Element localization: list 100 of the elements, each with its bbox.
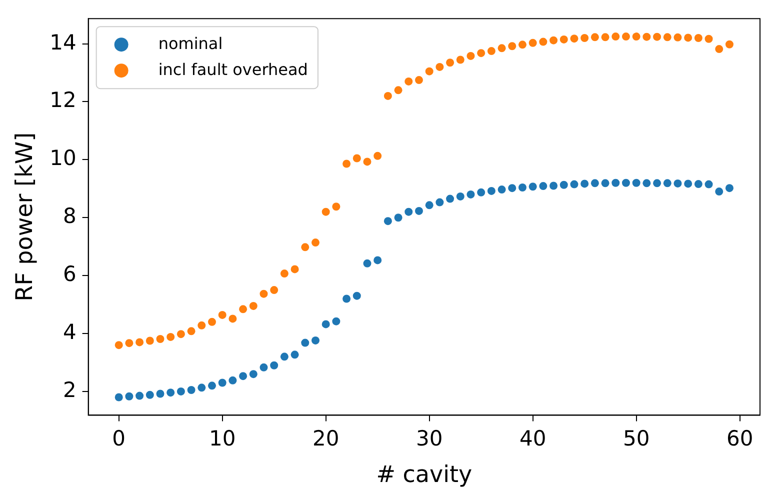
point xyxy=(570,180,578,188)
point xyxy=(176,387,185,396)
y-tick-label: 10 xyxy=(50,146,76,170)
point xyxy=(539,38,548,46)
point xyxy=(404,77,413,86)
point xyxy=(498,44,506,52)
point xyxy=(156,390,164,398)
point xyxy=(550,182,558,190)
point xyxy=(715,188,724,196)
point xyxy=(622,32,630,41)
legend-label: nominal xyxy=(158,34,223,53)
point xyxy=(228,314,237,323)
point xyxy=(352,292,361,300)
point xyxy=(363,259,372,268)
point xyxy=(249,370,258,378)
point xyxy=(580,34,589,42)
point xyxy=(260,290,268,298)
point xyxy=(601,33,610,42)
point xyxy=(198,384,206,392)
point xyxy=(456,192,464,200)
point xyxy=(539,182,548,190)
point xyxy=(715,45,724,54)
point xyxy=(146,390,154,399)
point xyxy=(187,327,196,336)
point xyxy=(725,184,734,192)
point xyxy=(290,265,299,274)
x-axis-title: # cavity xyxy=(376,462,472,488)
point xyxy=(528,38,537,47)
point xyxy=(612,178,620,187)
point xyxy=(114,393,123,402)
point xyxy=(322,208,330,216)
point xyxy=(663,33,672,42)
point xyxy=(632,178,640,187)
point xyxy=(290,350,299,359)
point xyxy=(239,372,248,380)
y-axis-title: RF power [kW] xyxy=(12,132,38,302)
x-tick-label: 20 xyxy=(312,426,340,450)
point xyxy=(156,335,164,344)
point xyxy=(466,52,475,60)
point xyxy=(550,36,558,44)
y-tick-label: 2 xyxy=(62,378,76,402)
point xyxy=(414,76,423,84)
point xyxy=(311,238,320,247)
y-tick-label: 6 xyxy=(62,262,76,286)
point xyxy=(332,317,340,326)
point xyxy=(674,179,682,188)
point xyxy=(590,33,599,42)
point xyxy=(477,188,486,196)
point xyxy=(166,388,175,397)
point xyxy=(436,62,444,71)
point xyxy=(466,190,475,198)
point xyxy=(280,352,288,361)
point xyxy=(560,180,568,189)
point xyxy=(311,336,320,344)
point xyxy=(704,180,713,188)
x-tick-label: 40 xyxy=(519,426,546,450)
point xyxy=(260,363,268,372)
point xyxy=(136,392,144,400)
x-tick-label: 30 xyxy=(416,426,443,450)
point xyxy=(560,35,568,44)
point xyxy=(187,386,196,394)
point xyxy=(270,286,278,294)
point xyxy=(663,179,672,188)
point xyxy=(684,180,692,188)
point xyxy=(198,321,206,330)
point xyxy=(487,186,496,195)
point xyxy=(301,338,310,347)
y-tick-label: 8 xyxy=(62,204,76,228)
point xyxy=(322,320,330,328)
point xyxy=(208,318,216,326)
point xyxy=(270,361,278,370)
point xyxy=(342,294,351,303)
x-tick-label: 50 xyxy=(622,426,650,450)
x-tick-label: 0 xyxy=(112,426,126,450)
point xyxy=(612,32,620,41)
point xyxy=(374,256,382,264)
point xyxy=(590,179,599,188)
point xyxy=(570,34,578,43)
point xyxy=(446,194,454,203)
point xyxy=(498,186,506,194)
point xyxy=(384,217,392,226)
point xyxy=(674,33,682,42)
point xyxy=(518,40,526,49)
point xyxy=(394,86,402,94)
point xyxy=(528,182,537,191)
point xyxy=(487,47,496,56)
point xyxy=(653,179,662,188)
point xyxy=(477,49,486,58)
y-tick-label: 4 xyxy=(62,320,76,344)
point xyxy=(342,160,351,168)
point xyxy=(508,184,516,192)
point xyxy=(394,214,402,222)
point xyxy=(508,42,516,50)
point xyxy=(653,32,662,41)
point xyxy=(125,339,134,348)
point xyxy=(301,243,310,252)
point xyxy=(694,34,702,42)
point xyxy=(642,179,651,188)
point xyxy=(239,305,248,314)
point xyxy=(622,178,630,187)
